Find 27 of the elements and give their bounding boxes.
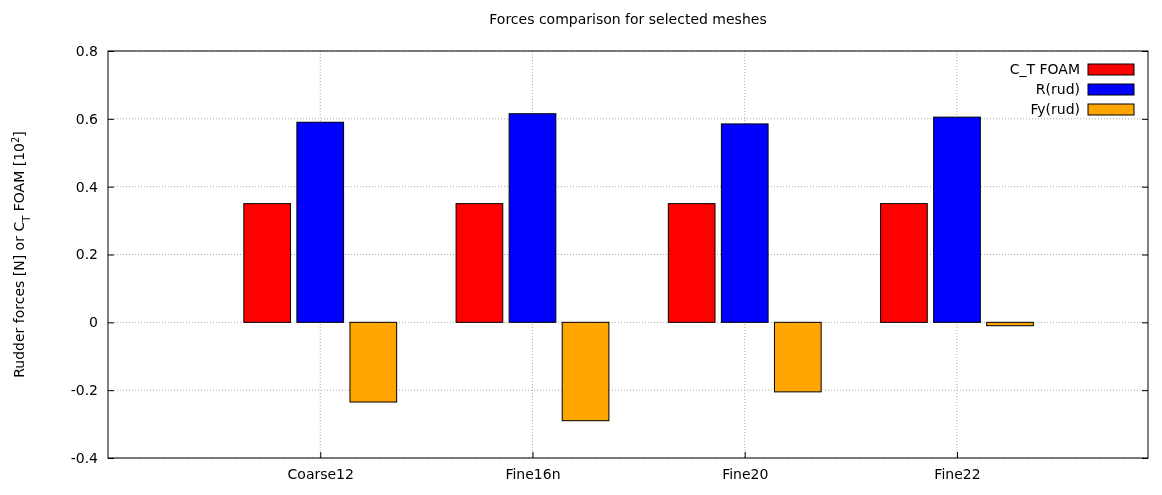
bar [667,203,716,323]
bar [720,123,769,323]
legend-label: Fy(rud) [1030,101,1080,117]
bar [349,321,398,403]
x-tick-label: Fine20 [722,466,769,483]
y-tick-label: -0.4 [70,449,99,466]
legend-label: C_T FOAM [1009,61,1080,77]
bar [880,203,928,323]
chart-title: Forces comparison for selected meshes [489,11,767,27]
legend-label: R(rud) [1035,81,1080,97]
bar [508,113,557,323]
x-tick-label: Fine16n [505,466,561,483]
y-tick-label: 0.2 [75,246,98,263]
y-tick-label: 0 [89,314,98,331]
y-tick-label: -0.2 [70,382,98,399]
bar [933,116,981,323]
bar [986,321,1034,327]
y-tick-label: 0.6 [75,110,99,127]
y-tick-label: 0.8 [75,42,98,59]
y-tick-label: 0.4 [75,178,99,195]
bar [296,121,345,323]
x-tick-label: Fine22 [934,466,981,483]
bar [773,321,822,393]
x-tick-label: Coarse12 [287,466,354,483]
bar [561,321,610,422]
bar [243,203,292,323]
bar [455,203,504,323]
